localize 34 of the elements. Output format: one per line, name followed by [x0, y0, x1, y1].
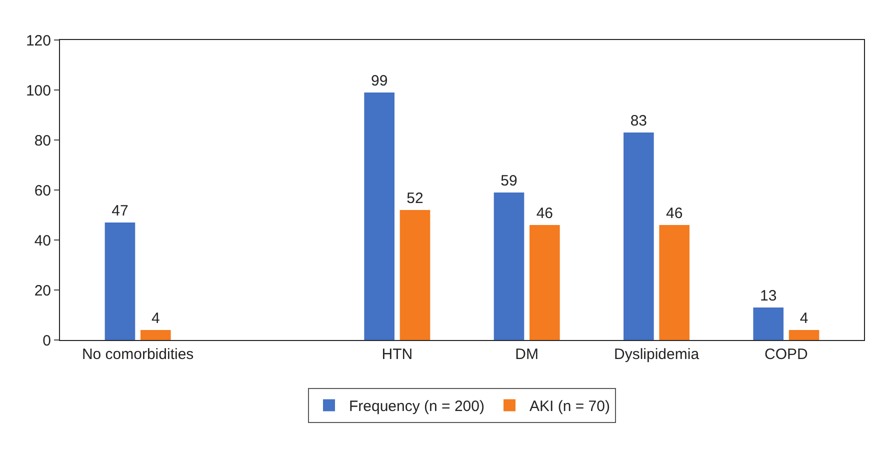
y-tick-label: 20 [34, 282, 51, 300]
x-tick-label: No comorbidities [82, 346, 194, 363]
data-label: 13 [760, 288, 777, 304]
data-label: 99 [370, 72, 388, 90]
data-label: 46 [666, 205, 683, 222]
bar [494, 192, 524, 340]
data-label: 46 [536, 205, 554, 222]
x-tick-label: HTN [382, 346, 413, 363]
legend-label: AKI (n = 70) [530, 398, 610, 416]
bar [140, 330, 171, 340]
data-label: 83 [630, 112, 648, 130]
bar [400, 210, 430, 340]
data-label: 47 [112, 202, 128, 220]
x-tick-label: COPD [764, 346, 808, 363]
y-tick-label: 0 [42, 332, 51, 350]
bar [624, 132, 654, 340]
data-label: 52 [406, 190, 424, 207]
y-tick-label: 60 [34, 182, 51, 200]
y-tick-label: 80 [34, 132, 51, 150]
bar [530, 225, 560, 340]
bar [753, 308, 784, 340]
bar [659, 225, 690, 340]
data-label: 59 [500, 172, 518, 190]
data-label: 4 [800, 310, 808, 327]
bar [788, 330, 820, 340]
y-tick-label: 40 [34, 232, 51, 250]
x-tick-label: DM [515, 346, 539, 363]
y-tick-label: 100 [26, 82, 51, 100]
bar [364, 92, 394, 340]
bar [104, 222, 136, 340]
legend-label: Frequency (n = 200) [349, 398, 484, 416]
x-tick-label: Dyslipidemia [614, 346, 700, 363]
y-tick-label: 120 [26, 32, 51, 50]
data-label: 4 [151, 310, 160, 327]
